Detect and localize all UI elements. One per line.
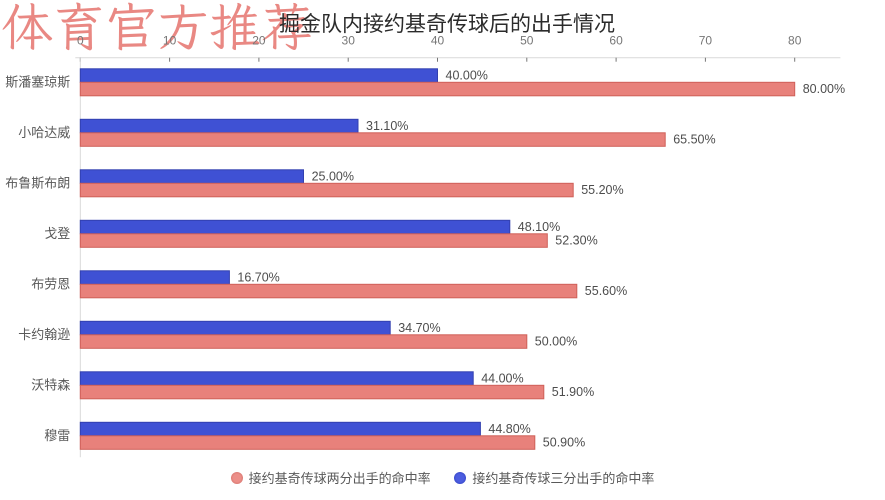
svg-text:小哈达威: 小哈达威 bbox=[18, 125, 70, 140]
svg-text:31.10%: 31.10% bbox=[366, 119, 408, 133]
svg-text:布鲁斯布朗: 布鲁斯布朗 bbox=[5, 175, 70, 190]
svg-text:0: 0 bbox=[77, 34, 84, 48]
svg-text:10: 10 bbox=[163, 34, 177, 48]
svg-text:55.60%: 55.60% bbox=[585, 284, 627, 298]
svg-text:80.00%: 80.00% bbox=[803, 82, 845, 96]
svg-text:30: 30 bbox=[342, 34, 356, 48]
svg-text:斯潘塞琼斯: 斯潘塞琼斯 bbox=[5, 74, 70, 89]
svg-text:50.90%: 50.90% bbox=[543, 435, 585, 449]
svg-text:穆雷: 穆雷 bbox=[44, 428, 70, 443]
svg-text:70: 70 bbox=[699, 34, 713, 48]
svg-text:布劳恩: 布劳恩 bbox=[31, 276, 70, 291]
svg-text:50: 50 bbox=[520, 34, 534, 48]
svg-text:50.00%: 50.00% bbox=[535, 334, 577, 348]
svg-text:40.00%: 40.00% bbox=[446, 68, 488, 82]
svg-text:60: 60 bbox=[609, 34, 623, 48]
svg-text:44.80%: 44.80% bbox=[488, 422, 530, 436]
svg-text:48.10%: 48.10% bbox=[518, 220, 560, 234]
svg-text:51.90%: 51.90% bbox=[552, 385, 594, 399]
svg-text:40: 40 bbox=[431, 34, 445, 48]
svg-text:25.00%: 25.00% bbox=[312, 169, 354, 183]
svg-text:80: 80 bbox=[788, 34, 802, 48]
svg-text:34.70%: 34.70% bbox=[398, 321, 440, 335]
svg-text:16.70%: 16.70% bbox=[237, 270, 279, 284]
svg-text:44.00%: 44.00% bbox=[481, 371, 523, 385]
svg-text:65.50%: 65.50% bbox=[673, 132, 715, 146]
svg-text:卡约翰逊: 卡约翰逊 bbox=[18, 327, 70, 342]
svg-text:沃特森: 沃特森 bbox=[31, 377, 70, 392]
svg-text:52.30%: 52.30% bbox=[555, 233, 597, 247]
svg-text:55.20%: 55.20% bbox=[581, 183, 623, 197]
svg-text:戈登: 戈登 bbox=[44, 226, 70, 241]
svg-text:20: 20 bbox=[252, 34, 266, 48]
